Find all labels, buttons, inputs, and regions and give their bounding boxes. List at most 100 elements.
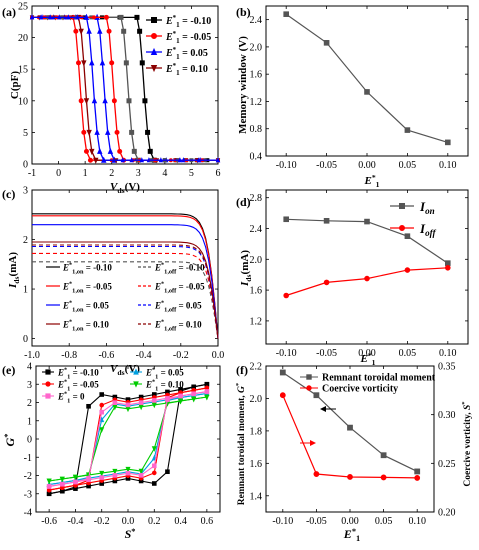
- data-point: [46, 491, 52, 497]
- series-line: [32, 244, 219, 339]
- data-point: [279, 369, 286, 376]
- x-tick-label: 0.2: [148, 516, 161, 527]
- data-point: [306, 385, 312, 391]
- data-point: [45, 369, 51, 375]
- y-tick-label-right: 0.25: [438, 459, 456, 470]
- data-point: [46, 487, 52, 493]
- data-point: [313, 471, 320, 477]
- data-point: [215, 157, 221, 163]
- y-tick-label: 20: [18, 33, 28, 44]
- x-tick-label: -0.6: [41, 516, 57, 527]
- data-point: [126, 98, 132, 104]
- data-point: [46, 484, 52, 489]
- x-tick-label: -1: [28, 168, 36, 179]
- y-tick-label: 2: [23, 235, 28, 246]
- data-point: [165, 395, 170, 401]
- data-point: [138, 400, 144, 405]
- data-point: [59, 481, 65, 487]
- y-tick-label: 1: [27, 416, 32, 427]
- y-tick-label: 2.8: [250, 193, 263, 204]
- data-point: [196, 157, 202, 163]
- panel-d: -0.10 -0.05 0.00 0.05 0.10 1.2 1.6 2.0 2.4 2.8 Ion…: [236, 189, 469, 367]
- data-point: [75, 14, 80, 20]
- data-point: [97, 27, 103, 34]
- x-tick-label: -1.0: [24, 350, 40, 361]
- data-point: [364, 275, 370, 282]
- data-point: [165, 469, 170, 475]
- x-tick-label: 1: [83, 168, 88, 179]
- x-tick-label: 0.10: [439, 348, 457, 359]
- data-point: [76, 60, 82, 66]
- data-point: [444, 264, 451, 271]
- data-point: [178, 393, 183, 399]
- data-point: [283, 292, 290, 299]
- left-axis-arrow-head: [320, 406, 326, 412]
- data-point: [109, 60, 115, 66]
- series-line: [286, 267, 448, 297]
- data-point: [121, 28, 127, 34]
- y-tick-label: 0: [27, 435, 32, 446]
- y-tick-label: 25: [18, 2, 28, 13]
- data-point: [119, 15, 124, 20]
- x-tick-label: 0.10: [408, 516, 426, 527]
- legend-label: E*1,on = 0.05: [62, 300, 109, 314]
- data-point: [323, 40, 330, 46]
- y-tick-label: 1.4: [250, 491, 263, 502]
- data-point: [133, 381, 139, 388]
- x-tick-label: 0.00: [358, 160, 376, 171]
- data-point: [45, 393, 51, 399]
- data-point: [142, 98, 148, 104]
- legend-label: E*1,on = -0.05: [62, 281, 112, 295]
- data-point: [89, 148, 95, 155]
- y-axis-label-right: Coercive vorticity, S*: [461, 401, 473, 487]
- data-point: [151, 470, 157, 476]
- data-point: [111, 98, 117, 104]
- x-tick-label: 0.0: [212, 350, 225, 361]
- data-point: [134, 15, 139, 20]
- y-axis-label: Ids(mA): [7, 252, 21, 289]
- panel-label: (a): [2, 5, 16, 19]
- legend-label: E*1,off = -0.10: [154, 262, 205, 276]
- data-point: [99, 409, 105, 415]
- data-point: [120, 157, 125, 163]
- data-point: [86, 403, 91, 409]
- data-point: [93, 158, 98, 164]
- y-tick-label-right: 0.30: [438, 410, 456, 421]
- data-point: [88, 158, 93, 163]
- data-point: [398, 224, 405, 231]
- data-point: [107, 147, 114, 154]
- x-tick-label: -0.8: [61, 350, 77, 361]
- series-line: [32, 215, 219, 339]
- data-point: [283, 216, 289, 223]
- x-tick-label: 0.0: [122, 516, 135, 527]
- data-point: [84, 14, 89, 20]
- data-point: [204, 381, 210, 387]
- y-tick-label: 1.6: [250, 459, 263, 470]
- data-point: [138, 468, 144, 475]
- panel-label: (b): [236, 5, 251, 19]
- x-tick-label: 3: [136, 168, 141, 179]
- right-axis-arrow-head: [310, 440, 316, 446]
- x-axis-label: E*1: [343, 527, 360, 543]
- panel-f: -0.10 -0.05 0.00 0.05 0.10 1.4 1.6 1.8 2.0 2.2 0.2…: [235, 362, 473, 544]
- series-line: [32, 261, 219, 339]
- data-point: [414, 475, 421, 481]
- x-axis-label: E*1: [359, 351, 375, 367]
- data-point: [57, 14, 62, 20]
- panel-b: -0.10 -0.05 0.00 0.05 0.10 0.4 0.8 1.2 1.6 2.0 2.4…: [236, 5, 469, 189]
- y-tick-label: 2.0: [250, 394, 263, 405]
- data-point: [151, 446, 157, 452]
- y-tick-label: 0.8: [250, 124, 263, 135]
- x-tick-label: 0.10: [439, 160, 457, 171]
- series-line: [285, 13, 448, 143]
- data-point: [101, 157, 106, 163]
- x-tick-label: 0.4: [174, 516, 187, 527]
- data-point: [78, 28, 84, 35]
- data-point: [364, 218, 370, 225]
- x-tick-label: -0.05: [316, 160, 337, 171]
- data-point: [112, 400, 118, 405]
- data-point: [102, 97, 108, 104]
- data-point: [86, 27, 92, 34]
